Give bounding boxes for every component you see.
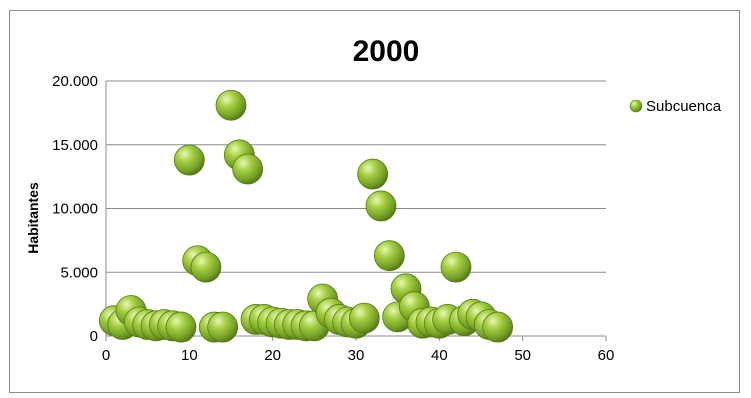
data-point — [190, 251, 222, 283]
x-tick-label: 20 — [264, 347, 281, 364]
data-point — [482, 311, 514, 343]
data-points — [98, 89, 514, 343]
data-point — [373, 240, 405, 272]
y-tick-label: 5.000 — [60, 264, 98, 281]
x-tick-label: 50 — [514, 347, 531, 364]
y-tick-label: 10.000 — [52, 201, 98, 218]
data-point — [173, 144, 205, 176]
data-point — [165, 311, 197, 343]
data-point — [215, 89, 247, 121]
data-point — [348, 302, 380, 334]
x-tick-label: 60 — [598, 347, 615, 364]
gridlines — [106, 80, 606, 337]
legend-marker — [629, 99, 643, 113]
legend: Subcuenca — [629, 98, 722, 115]
x-tick-label: 0 — [102, 347, 110, 364]
x-tick-label: 30 — [348, 347, 365, 364]
data-point — [440, 251, 472, 283]
chart-area: 2000 0 5.000 10.000 15.000 20.000 0 10 20 30 40 50… — [9, 10, 740, 393]
y-tick-label: 20.000 — [52, 73, 98, 90]
data-point — [207, 311, 239, 343]
y-tick-label: 15.000 — [52, 137, 98, 154]
data-point — [365, 190, 397, 222]
x-tick-label: 40 — [431, 347, 448, 364]
legend-label: Subcuenca — [646, 98, 722, 115]
y-axis-label: Habitantes — [25, 182, 41, 254]
y-tick-label: 0 — [90, 328, 98, 345]
data-point — [357, 158, 389, 190]
data-point — [232, 153, 264, 185]
x-tick-label: 10 — [181, 347, 198, 364]
scatter-chart: 2000 0 5.000 10.000 15.000 20.000 0 10 20 30 40 50… — [25, 35, 722, 364]
chart-title: 2000 — [353, 35, 420, 68]
